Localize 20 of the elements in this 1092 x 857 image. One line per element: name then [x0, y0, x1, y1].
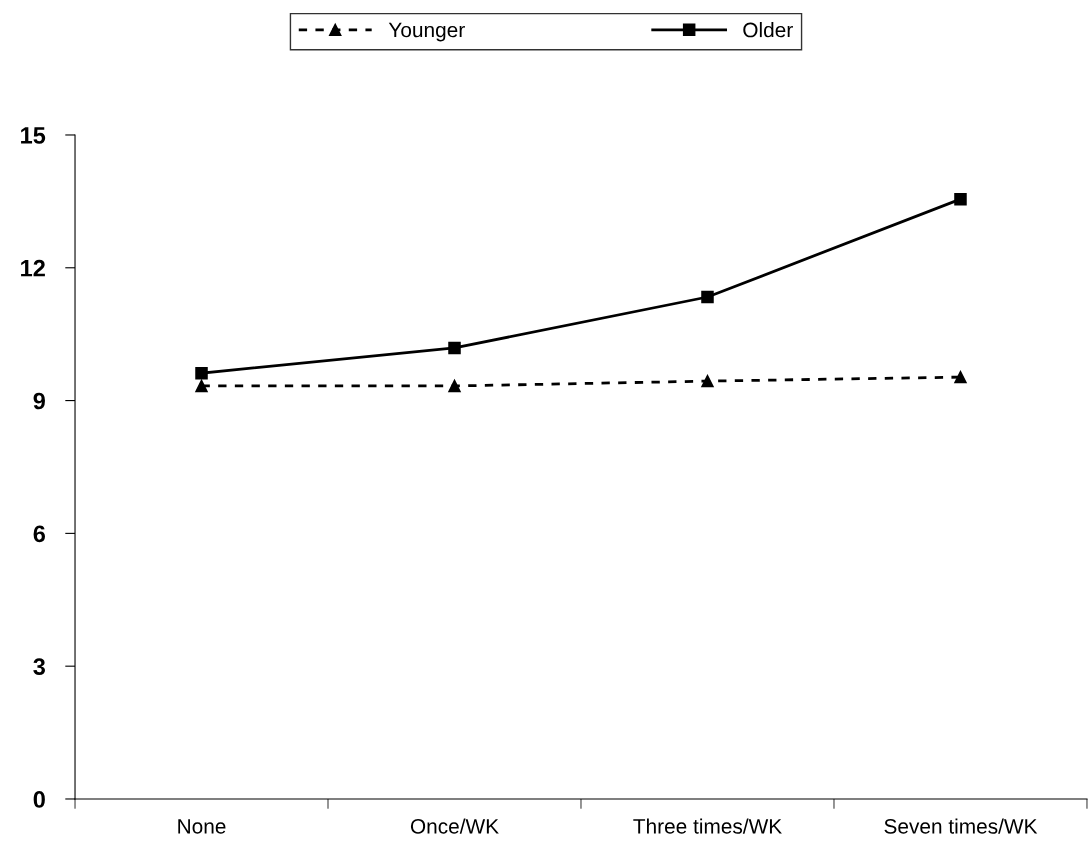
- y-tick-label: 12: [21, 259, 45, 277]
- point: [701, 290, 714, 304]
- y-tick-label: 6: [33, 525, 45, 543]
- x-tick-label: Once/WK: [410, 818, 499, 834]
- point: [448, 341, 461, 355]
- point: [701, 374, 714, 388]
- point: [954, 192, 967, 206]
- y-tick-label: 3: [33, 658, 45, 675]
- y-tick-label: 9: [33, 392, 45, 410]
- legend-label: Older: [743, 22, 793, 38]
- point: [195, 366, 208, 380]
- y-tick-label: 0: [33, 791, 45, 808]
- point: [195, 379, 208, 393]
- y-tick-label: 15: [21, 127, 46, 144]
- x-tick-label: None: [178, 819, 226, 834]
- x-tick-label: Seven times/WK: [884, 818, 1038, 834]
- point: [448, 379, 461, 393]
- point: [954, 370, 967, 384]
- legend-label: Younger: [388, 22, 465, 42]
- x-tick-label: Three times/WK: [633, 818, 782, 834]
